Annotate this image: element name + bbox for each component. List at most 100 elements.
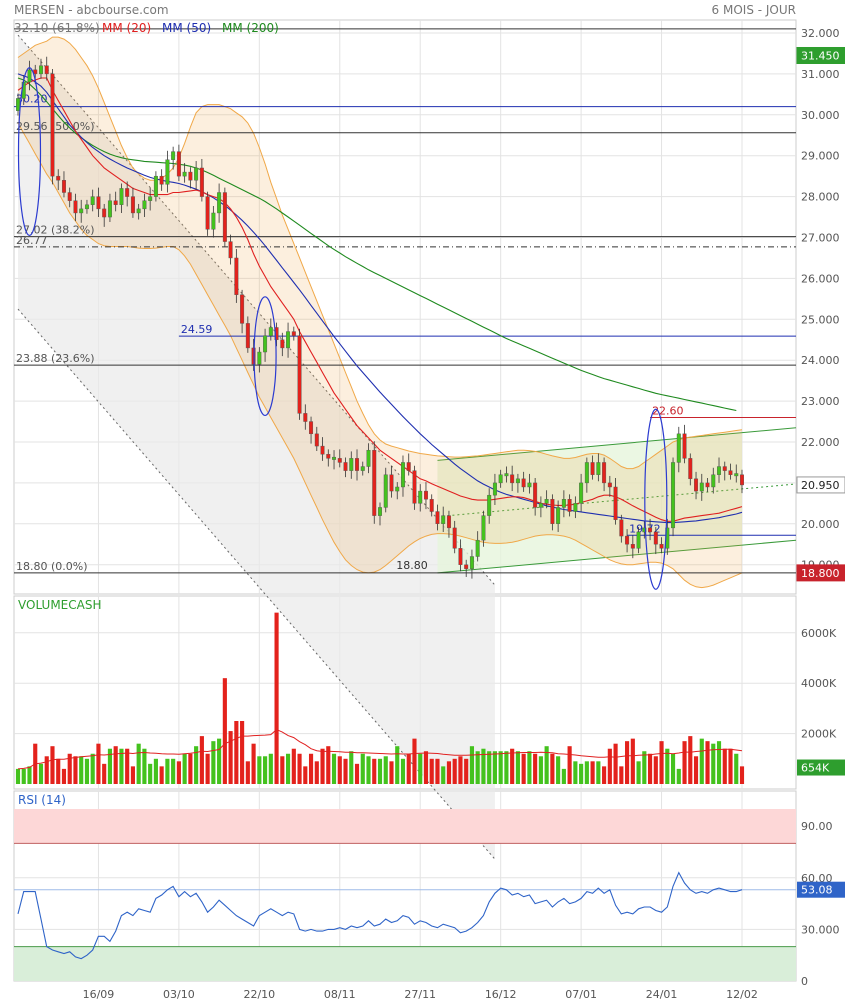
volume-bar: [280, 756, 285, 784]
volume-bar: [27, 766, 32, 784]
candle-body: [16, 98, 20, 111]
volume-bar: [56, 758, 61, 784]
date-axis-tick: 08/11: [324, 988, 356, 1001]
volume-bar: [435, 758, 440, 784]
volume-bar: [728, 748, 733, 784]
volume-bar: [314, 761, 319, 784]
volume-bar: [464, 758, 469, 784]
chart-period: 6 MOIS - JOUR: [712, 3, 796, 17]
candle-body: [159, 175, 164, 185]
candle-body: [446, 515, 451, 529]
volume-bar: [297, 753, 302, 784]
level-label: 23.88 (23.6%): [16, 352, 95, 365]
volume-bar: [573, 761, 578, 784]
candle-body: [423, 490, 428, 500]
volume-bar: [423, 751, 429, 784]
candle-body: [240, 294, 245, 324]
candle-body: [653, 531, 658, 545]
level-label: 26.77: [16, 234, 48, 247]
volume-bar: [584, 761, 589, 784]
candle-body: [607, 482, 612, 488]
rsi-axis-tick: 90.00: [801, 820, 833, 833]
candle-body: [79, 208, 84, 214]
volume-bar: [636, 761, 641, 784]
candle-body: [734, 473, 739, 477]
bollinger-fill: [18, 37, 742, 588]
candle-body: [280, 339, 285, 349]
volume-tag-label: 654K: [801, 762, 830, 775]
candle-body: [464, 564, 469, 569]
price-axis-tick: 32.000: [801, 27, 840, 40]
volume-bar: [349, 751, 354, 784]
candle-body: [245, 323, 250, 349]
volume-bar: [670, 753, 676, 784]
volume-bar: [383, 756, 388, 784]
candle-body: [73, 200, 78, 214]
volume-bar: [291, 748, 296, 784]
pattern-ellipse: [17, 67, 42, 237]
candle-body: [142, 200, 147, 210]
volume-bar: [642, 751, 647, 784]
volume-bar: [257, 756, 262, 784]
level-61-label-top: 32.10 (61.8%): [14, 21, 100, 35]
candle-body: [291, 331, 296, 336]
candle-body: [165, 159, 170, 185]
candle-body: [550, 499, 555, 525]
volume-bar: [619, 766, 624, 784]
volume-bar: [222, 678, 227, 784]
candle-body: [717, 466, 721, 475]
candle-body: [176, 151, 181, 177]
volume-bar: [176, 761, 181, 784]
rsi-tag-label: 53.08: [801, 884, 833, 897]
candle-body: [263, 335, 268, 353]
candle-body: [619, 519, 624, 537]
candle-body: [487, 494, 492, 516]
volume-tag-box: [797, 759, 845, 776]
candle-body: [194, 167, 199, 181]
volume-bar: [693, 756, 699, 784]
candle-body: [561, 499, 566, 508]
price-tag-box: [796, 476, 845, 494]
price-axis-tick: 23.000: [801, 395, 840, 408]
candle-body: [395, 486, 400, 492]
candle-body: [378, 507, 382, 516]
volume-bar: [199, 736, 204, 784]
volume-bar: [182, 753, 187, 784]
candle-body: [648, 527, 653, 533]
price-axis-tick: 26.000: [801, 272, 840, 285]
volume-bar: [590, 761, 595, 784]
volume-bar: [90, 753, 95, 784]
candle-body: [429, 499, 434, 512]
volume-bar: [337, 756, 342, 784]
volume-bar: [360, 753, 365, 784]
level-label: 27.02 (38.2%): [16, 224, 95, 237]
candle-body: [659, 544, 664, 549]
volume-bar: [567, 746, 572, 784]
candle-body: [39, 65, 43, 75]
candle-body: [205, 196, 210, 230]
legend-ma200: MM (200): [222, 21, 279, 35]
volume-bar: [326, 746, 331, 784]
volume-bar: [303, 766, 308, 784]
volume-bar: [21, 768, 26, 784]
volume-bar: [142, 748, 147, 784]
descending-channel-fill: [18, 35, 495, 860]
volume-bar: [412, 738, 417, 784]
volume-axis-tick: 2000K: [801, 728, 837, 741]
volume-bar: [492, 751, 497, 784]
volume-bar: [441, 766, 446, 784]
candle-body: [125, 188, 130, 197]
volume-bar: [217, 738, 222, 784]
candle-body: [50, 73, 55, 177]
volume-bar: [194, 746, 199, 784]
price-tag-label: 20.950: [801, 479, 840, 492]
price-axis-tick: 24.000: [801, 354, 840, 367]
candle-body: [297, 335, 302, 414]
candle-body: [412, 470, 417, 504]
volume-bar: [159, 766, 164, 784]
volume-bar: [354, 763, 360, 784]
volume-bar: [400, 758, 406, 784]
volume-bar: [50, 746, 55, 784]
candle-body: [56, 175, 61, 181]
